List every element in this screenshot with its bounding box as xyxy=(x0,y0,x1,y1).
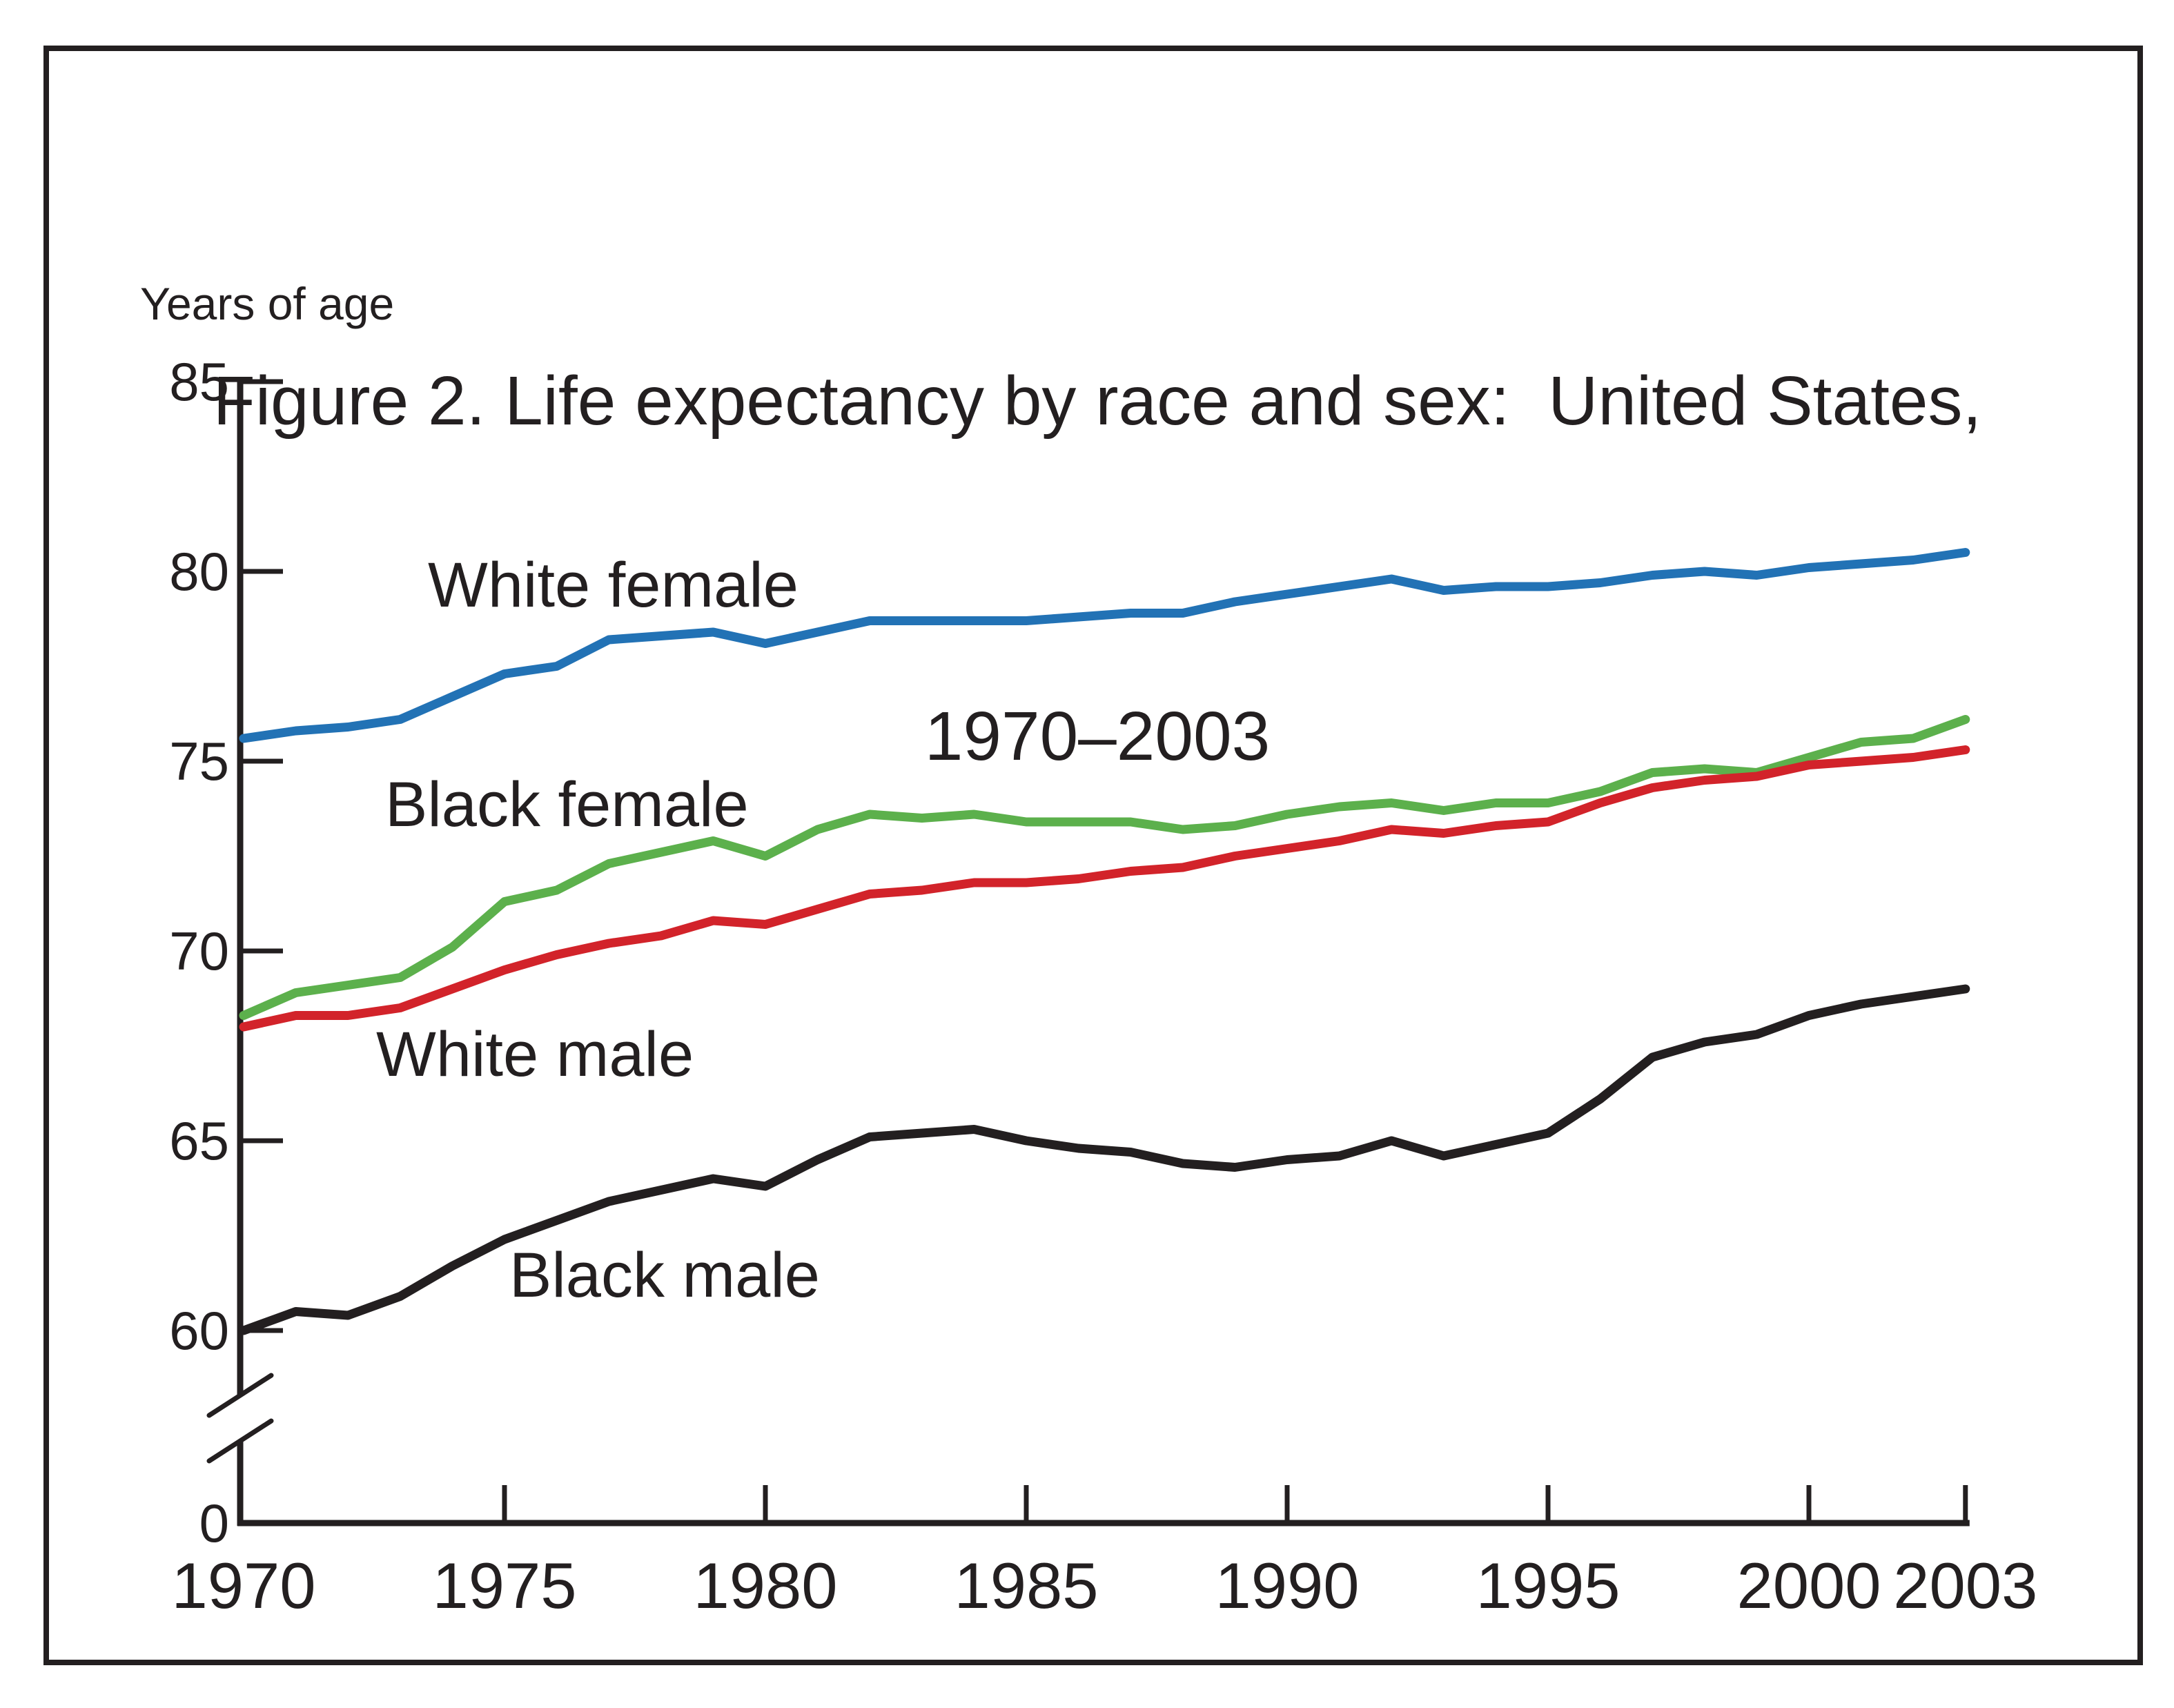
y-tick-label-65: 65 xyxy=(169,1110,229,1171)
series-label-white-male: White male xyxy=(376,1019,694,1090)
series-line-black-female xyxy=(239,715,1970,1020)
y-tick-label-75: 75 xyxy=(169,731,229,792)
figure-title-line2: 1970–2003 xyxy=(924,698,1271,775)
y-axis-break-slash-1 xyxy=(206,1373,274,1418)
figure-title: Figure 2. Life expectancy by race and se… xyxy=(28,121,2167,1016)
series-line-white-male xyxy=(239,745,1970,1032)
y-tick-label-85: 85 xyxy=(169,351,229,412)
x-tick-label-1995: 1995 xyxy=(1476,1549,1620,1622)
x-tick-label-1985: 1985 xyxy=(954,1549,1099,1622)
y-tick-label-80: 80 xyxy=(169,541,229,602)
x-tick-label-1970: 1970 xyxy=(171,1549,316,1622)
series-line-black-male xyxy=(239,984,1970,1335)
series-label-white-female: White female xyxy=(428,550,799,620)
x-tick-label-1980: 1980 xyxy=(693,1549,838,1622)
y-tick-label-0: 0 xyxy=(199,1493,229,1553)
y-tick-label-60: 60 xyxy=(169,1300,229,1361)
figure-border xyxy=(43,46,2143,1665)
y-tick-label-70: 70 xyxy=(169,921,229,981)
x-tick-label-2000: 2000 xyxy=(1736,1549,1881,1622)
x-tick-label-2003: 2003 xyxy=(1893,1549,2038,1622)
x-tick-label-1990: 1990 xyxy=(1215,1549,1360,1622)
y-axis-label: Years of age xyxy=(140,278,395,329)
y-axis-break-slash-2 xyxy=(206,1418,274,1464)
series-line-white-female xyxy=(239,548,1970,743)
figure-title-line1: Figure 2. Life expectancy by race and se… xyxy=(213,362,1982,440)
x-tick-label-1975: 1975 xyxy=(432,1549,577,1622)
series-label-black-female: Black female xyxy=(385,769,749,840)
series-label-black-male: Black male xyxy=(509,1240,820,1311)
